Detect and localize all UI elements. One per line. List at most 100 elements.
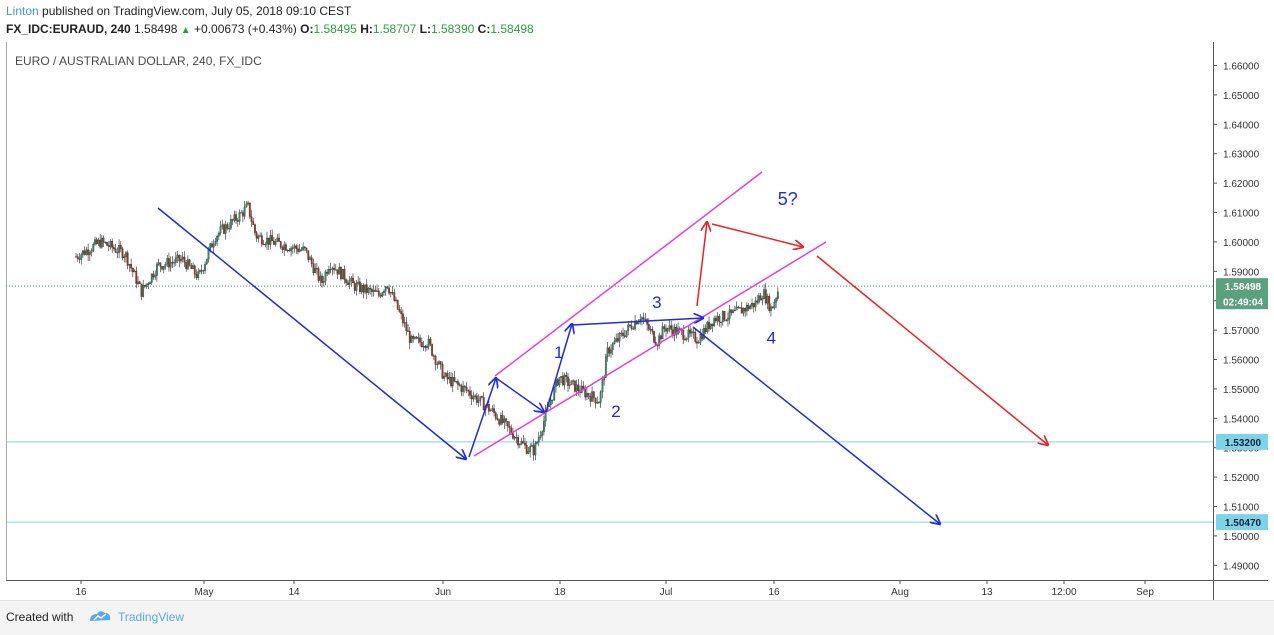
red-top-arrow — [711, 223, 803, 247]
candle-body — [441, 363, 444, 379]
candle-body — [99, 239, 102, 248]
candle-body — [95, 239, 98, 244]
close-value: 1.58498 — [490, 22, 534, 36]
candle-body — [174, 257, 177, 263]
tradingview-logo-icon[interactable] — [88, 609, 112, 630]
candle-body — [274, 241, 277, 245]
candle-body — [176, 254, 179, 258]
candle-body — [371, 289, 373, 292]
footer: Created with TradingView — [0, 600, 1274, 635]
candle-body — [183, 256, 186, 263]
price-chart-svg[interactable]: EURO / AUSTRALIAN DOLLAR, 240, FX_IDC 1.4… — [5, 42, 1271, 600]
candle-body — [775, 298, 778, 303]
symbol-label: FX_IDC:EURAUD, 240 — [6, 22, 131, 36]
candle-body — [551, 399, 554, 401]
candle-body — [135, 270, 138, 284]
candle-body — [314, 268, 317, 274]
candle-body — [773, 302, 776, 309]
candle-body — [527, 451, 530, 454]
candle-body — [653, 331, 655, 343]
candle-body — [711, 323, 714, 327]
publish-line: Linton published on TradingView.com, Jul… — [6, 4, 351, 18]
candle-body — [474, 395, 477, 398]
candle-body — [119, 245, 122, 249]
candle-body — [319, 275, 322, 281]
candle-body — [229, 219, 232, 229]
candle-body — [193, 265, 196, 275]
candle-body — [704, 327, 707, 333]
candle-body — [164, 264, 167, 267]
projection-red-arrow — [816, 255, 1048, 445]
candle-body — [365, 284, 368, 293]
candle-body — [345, 279, 348, 283]
candle-body — [248, 202, 251, 217]
candle-body — [599, 391, 602, 403]
candle-body — [358, 281, 361, 293]
candle-body — [303, 246, 306, 249]
y-tick-label: 1.54000 — [1223, 414, 1260, 425]
candle-body — [684, 339, 686, 341]
candle-body — [111, 241, 114, 248]
tradingview-brand[interactable]: TradingView — [118, 610, 185, 624]
y-tick-label: 1.62000 — [1223, 179, 1260, 190]
candle-body — [223, 224, 225, 234]
candle-body — [745, 304, 748, 312]
candle-body — [80, 254, 83, 260]
candle-body — [393, 292, 396, 301]
candle-body — [156, 264, 158, 276]
candle-body — [697, 342, 700, 344]
price-change: +0.00673 (+0.43%) — [194, 22, 297, 36]
candle-body — [352, 277, 354, 284]
candle-body — [610, 349, 612, 354]
wave-1-arrow — [468, 378, 496, 458]
candle-body — [611, 343, 614, 351]
candle-body — [245, 203, 248, 208]
x-tick-label: 16 — [768, 587, 780, 598]
candle-body — [489, 410, 492, 412]
candle-body — [685, 338, 688, 340]
candle-body — [157, 262, 160, 265]
candle-body — [463, 385, 466, 388]
candle-body — [591, 391, 593, 402]
candle-body — [279, 241, 282, 248]
candle-body — [398, 308, 401, 312]
candle-body — [419, 337, 421, 343]
price-label-box — [1216, 514, 1271, 531]
candle-body — [573, 380, 576, 392]
candle-body — [730, 309, 733, 313]
y-tick-label: 1.61000 — [1223, 209, 1260, 220]
candle-body — [732, 310, 735, 313]
candle-body — [126, 252, 129, 266]
x-tick-label: 14 — [288, 587, 300, 598]
candle-body — [152, 273, 155, 278]
candle-body — [763, 289, 765, 299]
candle-body — [629, 324, 631, 326]
candle-body — [647, 324, 650, 330]
candle-body — [328, 269, 330, 274]
candle-body — [708, 321, 710, 329]
candle-body — [632, 328, 635, 330]
candle-body — [207, 249, 210, 260]
candle-body — [355, 283, 358, 291]
candle-body — [197, 271, 200, 279]
candle-body — [348, 280, 351, 285]
candle-body — [367, 287, 370, 293]
candle-body — [689, 329, 692, 334]
chart-area[interactable]: EURO / AUSTRALIAN DOLLAR, 240, FX_IDC 1.4… — [5, 42, 1271, 600]
candle-body — [749, 305, 752, 310]
candle-body — [776, 291, 779, 299]
candle-body — [100, 237, 103, 248]
wave-5-red-arrow — [696, 222, 707, 307]
candle-body — [166, 258, 169, 265]
candle-body — [307, 250, 310, 260]
candle-body — [168, 258, 170, 268]
candle-body — [142, 285, 145, 297]
candle-body — [658, 335, 661, 346]
candle-body — [560, 376, 563, 378]
candle-body — [417, 337, 420, 339]
candle-body — [536, 442, 538, 444]
candle-body — [584, 388, 587, 398]
candle-body — [257, 235, 260, 239]
author-link[interactable]: Linton — [6, 4, 39, 18]
candle-body — [362, 285, 365, 293]
